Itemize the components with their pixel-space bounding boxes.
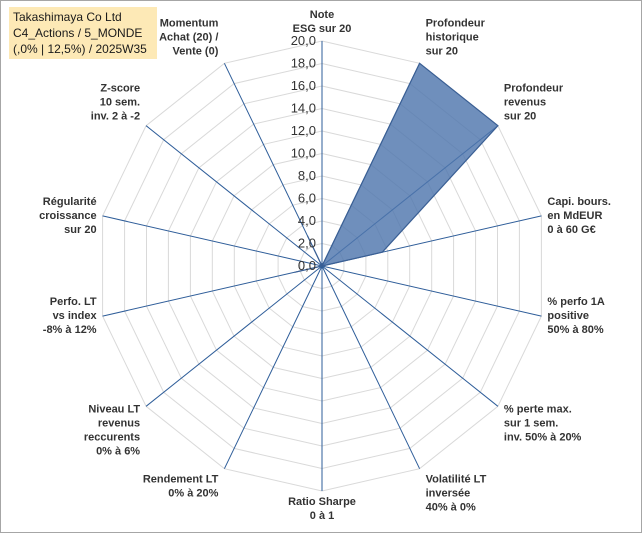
axis-label-line: Niveau LT <box>88 403 140 415</box>
series-area <box>294 62 499 273</box>
axis-label-line: Profondeur <box>504 83 564 95</box>
axis-label-line: 10 sem. <box>100 97 140 109</box>
axis-label-line: sur 20 <box>64 224 96 236</box>
axis-label-line: sur 1 sem. <box>504 417 558 429</box>
axis-label-line: revenus <box>98 417 140 429</box>
tick-label: 0,0 <box>298 258 316 273</box>
title-line-period: (,0% | 12,5%) / 2025W35 <box>13 42 147 56</box>
axis-label-line: Rendement LT <box>143 474 219 486</box>
axis-label: Régularité croissance sur 20 <box>39 196 96 236</box>
axis-spoke <box>145 265 323 407</box>
axis-label-line: ESG sur 20 <box>293 23 352 35</box>
axis-label-line: inv. 50% à 20% <box>504 431 582 443</box>
axis-label-line: historique <box>426 31 479 43</box>
axis-label-line: % perfo 1A <box>547 296 605 308</box>
tick-label: 8,0 <box>298 168 316 183</box>
axis-spoke <box>321 265 421 469</box>
title-line-company: Takashimaya Co Ltd <box>13 10 122 24</box>
axis-label: Profondeur revenus sur 20 <box>504 83 564 123</box>
axis-label-line: Volatilité LT <box>426 474 487 486</box>
axis-label-line: 0 à 1 <box>310 510 334 522</box>
axis-label-line: Perfo. LT <box>50 296 97 308</box>
axis-label-line: Note <box>310 9 334 21</box>
axis-label: Note ESG sur 20 <box>293 9 352 35</box>
axis-label-line: sur 20 <box>504 111 536 123</box>
axis-label: Momentum Achat (20) / Vente (0) <box>159 17 219 57</box>
axis-label-line: 50% à 80% <box>547 324 603 336</box>
axis-label: Profondeur historique sur 20 <box>426 17 486 57</box>
axis-label: Perfo. LT vs index -8% à 12% <box>43 296 98 336</box>
axis-label-line: Momentum <box>160 17 219 29</box>
chart-title-box: Takashimaya Co Ltd C4_Actions / 5_MONDE … <box>9 7 157 59</box>
axis-label-line: inv. 2 à -2 <box>91 111 140 123</box>
axis-spoke <box>102 265 323 317</box>
tick-label: 18,0 <box>291 56 316 71</box>
axis-label-line: vs index <box>53 310 98 322</box>
axis-label: Capi. bours. en MdEUR 0 à 60 G€ <box>547 196 611 236</box>
axis-label-line: Capi. bours. <box>547 196 611 208</box>
axis-label-line: % perte max. <box>504 403 572 415</box>
axis-label-line: -8% à 12% <box>43 324 97 336</box>
tick-label: 16,0 <box>291 78 316 93</box>
title-line-category: C4_Actions / 5_MONDE <box>13 26 143 40</box>
axis-label-line: Achat (20) / <box>159 31 218 43</box>
axis-label-line: Régularité <box>43 196 97 208</box>
tick-label: 10,0 <box>291 146 316 161</box>
tick-label: 4,0 <box>298 213 316 228</box>
axis-label: Rendement LT 0% à 20% <box>143 474 219 500</box>
tick-label: 14,0 <box>291 101 316 116</box>
axis-label: Niveau LT revenus reccurents 0% à 6% <box>84 403 141 457</box>
tick-label: 12,0 <box>291 123 316 138</box>
axis-label: % perfo 1A positive 50% à 80% <box>547 296 605 336</box>
axis-label-line: Vente (0) <box>173 45 219 57</box>
tick-label: 2,0 <box>298 236 316 251</box>
axis-label-line: Z-score <box>100 83 140 95</box>
axis-label-line: Ratio Sharpe <box>288 496 356 508</box>
axis-label-line: positive <box>547 310 589 322</box>
axis-spoke <box>223 63 323 267</box>
axis-spoke <box>223 265 323 469</box>
axis-label: Z-score 10 sem. inv. 2 à -2 <box>91 83 140 123</box>
axis-label: % perte max. sur 1 sem. inv. 50% à 20% <box>504 403 582 443</box>
axis-label-line: revenus <box>504 97 546 109</box>
axis-label-line: 40% à 0% <box>426 502 476 514</box>
axis-label-line: 0% à 20% <box>168 488 218 500</box>
axis-label-line: en MdEUR <box>547 210 602 222</box>
axis-label-line: inversée <box>426 488 471 500</box>
axis-label: Volatilité LT inversée 40% à 0% <box>426 474 487 514</box>
axis-spoke <box>102 215 323 267</box>
axis-label: Ratio Sharpe 0 à 1 <box>288 496 356 522</box>
tick-label: 6,0 <box>298 191 316 206</box>
tick-label: 20,0 <box>291 33 316 48</box>
axis-label-line: reccurents <box>84 431 140 443</box>
axis-label-line: sur 20 <box>426 45 458 57</box>
axis-label-line: croissance <box>39 210 96 222</box>
axis-spoke <box>145 125 323 267</box>
axis-spoke <box>321 265 499 407</box>
axis-label-line: 0% à 6% <box>96 445 140 457</box>
axis-label-line: 0 à 60 G€ <box>547 224 595 236</box>
axis-spoke <box>321 265 542 317</box>
axis-label-line: Profondeur <box>426 17 486 29</box>
